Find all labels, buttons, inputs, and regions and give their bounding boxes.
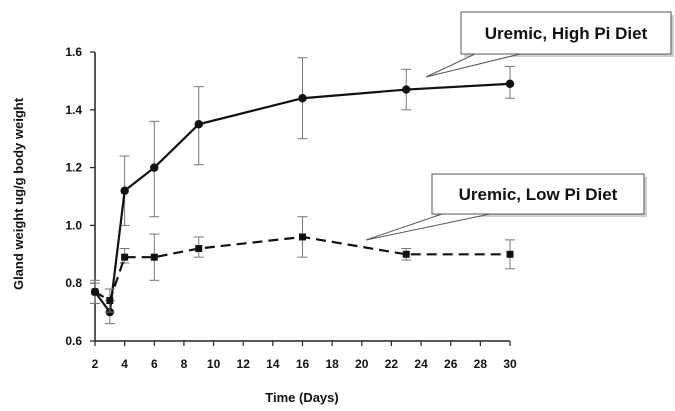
y-tick-label: 1.0 (65, 218, 82, 232)
y-tick-label: 1.4 (65, 103, 82, 117)
x-tick-label: 30 (503, 357, 517, 371)
data-point-square (106, 297, 114, 305)
x-tick-label: 12 (237, 357, 251, 371)
data-point-circle (194, 120, 203, 129)
x-tick-label: 18 (325, 357, 339, 371)
x-tick-label: 4 (121, 357, 128, 371)
x-tick-label: 8 (181, 357, 188, 371)
high-pi-callout: Uremic, High Pi Diet (425, 11, 674, 78)
x-tick-label: 22 (385, 357, 399, 371)
y-axis-label: Gland weight ug/g body weight (11, 97, 26, 290)
data-point-circle (402, 85, 411, 94)
callout-label: Uremic, Low Pi Diet (459, 185, 618, 204)
data-point-square (402, 250, 410, 258)
x-tick-label: 16 (296, 357, 310, 371)
data-point-square (195, 245, 203, 253)
x-tick-label: 14 (266, 357, 280, 371)
series-line (94, 235, 510, 302)
axes: 2 4 6 8 10 12 14 16 18 20 22 24 26 28 300.60.81.01.21.… (65, 45, 517, 371)
x-tick-label: 10 (207, 357, 221, 371)
data-point-circle (150, 163, 159, 172)
data-point-circle (298, 94, 307, 103)
y-tick-label: 1.2 (65, 161, 82, 175)
callout-label: Uremic, High Pi Diet (485, 24, 648, 43)
series-line (94, 82, 511, 314)
data-point-square (121, 253, 129, 261)
callout-pointer (365, 213, 491, 241)
data-point-circle (120, 186, 129, 195)
x-tick-label: 2 (92, 357, 99, 371)
x-tick-label: 26 (444, 357, 458, 371)
y-tick-label: 1.6 (65, 45, 82, 59)
data-point-square (299, 233, 306, 241)
y-tick-label: 0.8 (65, 276, 82, 290)
callout-box (431, 173, 645, 215)
data-point-square (150, 253, 158, 261)
x-axis-label: Time (Days) (265, 390, 338, 405)
data-point-square (91, 288, 99, 296)
x-tick-label: 28 (474, 357, 488, 371)
y-tick-label: 0.6 (65, 334, 82, 348)
callout-pointer (425, 53, 521, 78)
data-point-square (506, 250, 514, 258)
series-high-pi-diet (90, 57, 515, 325)
series-low-pi-diet (90, 216, 515, 313)
callout-box (460, 11, 672, 55)
x-tick-label: 6 (151, 357, 158, 371)
series-group (90, 57, 515, 325)
x-tick-label: 20 (355, 357, 369, 371)
x-tick-label: 24 (414, 357, 428, 371)
low-pi-callout: Uremic, Low Pi Diet (365, 173, 647, 241)
data-point-circle (505, 79, 515, 88)
